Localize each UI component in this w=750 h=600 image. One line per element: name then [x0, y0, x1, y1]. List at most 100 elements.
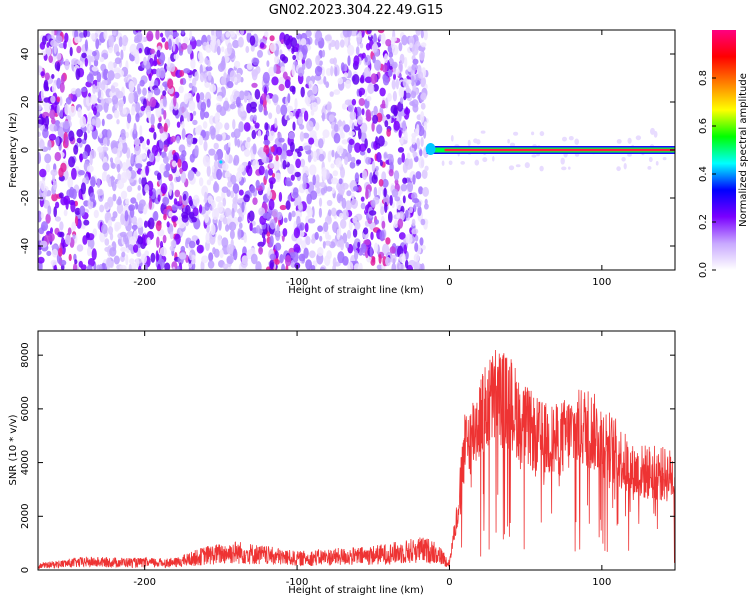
heatmap-cell: [394, 196, 401, 202]
heatmap-cell: [171, 160, 177, 168]
heatmap-cell: [308, 80, 314, 90]
heatmap-cell: [67, 227, 72, 235]
heatmap-cell: [96, 177, 101, 188]
heatmap-cell: [166, 221, 170, 228]
heatmap-cell: [322, 129, 330, 139]
heatmap-cell: [341, 103, 347, 110]
heatmap-cell: [84, 39, 88, 52]
heatmap-cell: [292, 251, 299, 263]
heatmap-cell: [348, 131, 356, 137]
heatmap-cell: [89, 94, 98, 105]
heatmap-cell: [159, 132, 167, 142]
heatmap-cell: [305, 236, 311, 246]
heatmap-cell: [305, 30, 312, 38]
heatmap-cell: [450, 135, 454, 142]
heatmap-cell: [271, 208, 279, 218]
heatmap-cell: [50, 259, 58, 266]
heatmap-cell: [216, 104, 223, 113]
heatmap-cell: [107, 196, 114, 208]
snr-line: [38, 349, 675, 570]
heatmap-cell: [340, 62, 345, 72]
heatmap-cell: [85, 96, 91, 107]
heatmap-cell: [269, 42, 277, 53]
heatmap-cell: [270, 146, 275, 153]
heatmap-cell: [38, 152, 41, 164]
y-tick-label: 4000: [20, 450, 31, 475]
heatmap-cell: [229, 229, 235, 240]
heatmap-cell: [91, 55, 95, 63]
heatmap-cell: [346, 229, 352, 239]
heatmap-cell: [365, 189, 369, 200]
heatmap-cell: [331, 177, 338, 185]
heatmap-cell: [116, 51, 120, 57]
heatmap-cell: [341, 139, 349, 145]
heatmap-cell: [353, 55, 360, 67]
heatmap-cell: [169, 63, 176, 72]
heatmap-cell: [51, 82, 57, 94]
heatmap-cell: [189, 30, 193, 41]
heatmap-cell: [382, 178, 389, 188]
heatmap-cell: [213, 142, 219, 150]
heatmap-cell: [135, 154, 143, 166]
heatmap-cell: [68, 130, 75, 142]
heatmap-cell: [338, 195, 344, 202]
heatmap-cell: [274, 117, 278, 129]
heatmap-cell: [358, 128, 362, 140]
heatmap-cell: [58, 192, 64, 199]
heatmap-cell: [513, 131, 519, 136]
heatmap-cell: [258, 165, 265, 176]
heatmap-cell: [138, 47, 142, 54]
heatmap-cell: [250, 253, 258, 265]
heatmap-cell: [38, 227, 45, 235]
heatmap-cell: [79, 153, 83, 163]
heatmap-cell: [411, 218, 416, 227]
heatmap-cell: [290, 141, 295, 153]
heatmap-cell: [393, 107, 398, 117]
heatmap-cell: [133, 122, 137, 135]
heatmap-cell: [244, 90, 249, 97]
heatmap-cell: [53, 264, 58, 270]
heatmap-cell: [420, 78, 426, 87]
heatmap-cell: [192, 110, 197, 116]
heatmap-cell: [88, 56, 92, 67]
heatmap-cell: [388, 169, 394, 177]
heatmap-cell: [274, 172, 282, 183]
heatmap-cell: [274, 242, 282, 251]
heatmap-cell: [396, 261, 401, 270]
heatmap-cell: [172, 266, 176, 270]
heatmap-cell: [509, 142, 516, 147]
heatmap-cell: [363, 67, 371, 79]
heatmap-cell: [165, 163, 171, 172]
heatmap-cell: [103, 168, 107, 178]
heatmap-cell: [160, 183, 168, 194]
heatmap-cell: [288, 212, 292, 222]
heatmap-cell: [379, 87, 386, 97]
heatmap-cell: [116, 163, 121, 173]
heatmap-cell: [387, 69, 393, 78]
heatmap-cell: [159, 125, 164, 134]
heatmap-cell: [181, 150, 187, 158]
heatmap-cell: [104, 202, 109, 210]
x-tick-label: -100: [286, 277, 309, 288]
heatmap-cell: [101, 79, 108, 86]
heatmap-cell: [392, 90, 397, 102]
heatmap-cell: [391, 38, 395, 50]
heatmap-cell: [199, 92, 205, 101]
heatmap-cell: [39, 139, 45, 150]
heatmap-cell: [340, 239, 345, 251]
heatmap-cell: [178, 85, 184, 94]
heatmap-cell: [139, 79, 145, 87]
heatmap-cell: [62, 120, 70, 130]
heatmap-cell: [333, 89, 341, 95]
heatmap-cell: [347, 142, 353, 154]
heatmap-cell: [271, 76, 279, 86]
heatmap-cell: [312, 174, 317, 186]
heatmap-cell: [344, 79, 352, 89]
heatmap-cell: [118, 141, 123, 151]
heatmap-cell: [381, 99, 386, 109]
heatmap-cell: [374, 59, 382, 71]
heatmap-cell: [371, 174, 378, 184]
heatmap-cell: [258, 103, 264, 113]
heatmap-cell: [397, 218, 404, 229]
heatmap-cell: [69, 46, 73, 57]
